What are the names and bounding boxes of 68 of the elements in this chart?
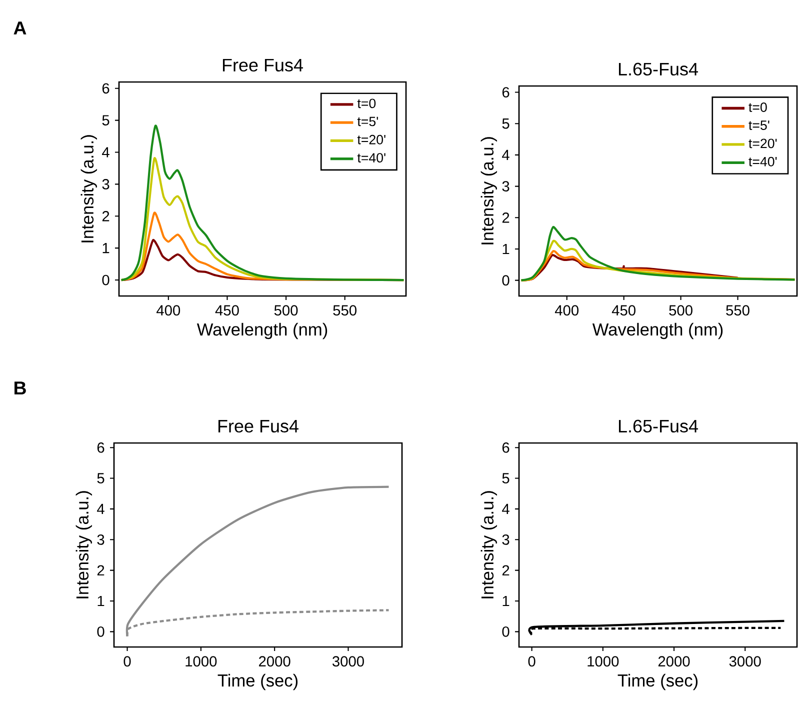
- legend-label: t=0: [357, 98, 376, 108]
- x-tick-label: 2000: [258, 656, 290, 667]
- y-tick-label: 2: [97, 565, 104, 576]
- legend-label: t=20': [357, 134, 386, 144]
- y-tick-label: 6: [102, 83, 110, 94]
- legend-label: t=5': [357, 116, 378, 126]
- y-tick-label: 0: [102, 274, 110, 286]
- x-axis-title: Wavelength (nm): [196, 322, 328, 340]
- y-tick-label: 5: [102, 115, 110, 126]
- x-tick-label: 450: [612, 305, 636, 316]
- x-tick-label: 3000: [332, 656, 364, 667]
- y-tick-label: 0: [502, 275, 510, 286]
- y-tick-label: 2: [502, 565, 510, 576]
- y-tick-label: 4: [97, 504, 104, 514]
- y-tick-label: 4: [102, 147, 110, 158]
- x-axis-title: Wavelength (nm): [592, 322, 723, 340]
- x-tick-label: 550: [726, 305, 750, 316]
- y-tick-label: 3: [97, 534, 104, 545]
- y-axis-title: Intensity (a.u.): [76, 491, 92, 598]
- y-tick-label: 2: [502, 212, 510, 223]
- legend-label: t=20': [748, 138, 777, 148]
- y-axis-title: Intensity (a.u.): [480, 491, 497, 598]
- x-tick-label: 500: [274, 305, 298, 316]
- chart-title: Free Fus4: [218, 420, 298, 432]
- x-axis-title: Time (sec): [218, 674, 298, 690]
- y-tick-label: 2: [102, 211, 110, 222]
- x-tick-label: 0: [124, 656, 131, 667]
- x-tick-label: 500: [669, 305, 692, 316]
- y-tick-label: 3: [502, 181, 510, 192]
- y-tick-label: 1: [98, 596, 104, 606]
- chart-title: Free Fus4: [222, 58, 303, 72]
- chart-title: L.65-Fus4: [618, 420, 698, 432]
- y-tick-label: 1: [102, 243, 110, 254]
- legend-label: t=40': [357, 153, 386, 163]
- x-tick-label: 3000: [729, 656, 761, 667]
- text: B: [14, 382, 26, 394]
- x-tick-label: 1000: [588, 656, 619, 667]
- y-tick-label: 5: [502, 118, 510, 129]
- y-tick-label: 3: [502, 534, 510, 545]
- chart-title: L.65-Fus4: [618, 62, 698, 76]
- y-tick-label: 6: [502, 87, 510, 98]
- y-tick-label: 4: [502, 150, 510, 160]
- x-tick-label: 450: [215, 305, 239, 316]
- text: A: [14, 22, 26, 34]
- y-tick-label: 5: [97, 473, 104, 484]
- line-series: [520, 226, 796, 282]
- y-tick-label: 6: [502, 442, 510, 453]
- x-tick-label: 550: [333, 305, 356, 316]
- x-tick-label: 1000: [186, 656, 217, 667]
- y-axis-title: Intensity (a.u.): [80, 135, 97, 242]
- x-tick-label: 0: [528, 656, 536, 667]
- x-axis-title: Time (sec): [618, 674, 698, 690]
- y-tick-label: 1: [502, 244, 510, 254]
- y-tick-label: 4: [502, 504, 510, 514]
- y-tick-label: 0: [502, 626, 510, 637]
- legend-label: t=0: [748, 102, 767, 112]
- y-tick-label: 6: [97, 442, 104, 453]
- line-series: [120, 124, 405, 282]
- legend-label: t=40': [748, 156, 777, 166]
- legend-label: t=5': [748, 120, 770, 130]
- y-tick-label: 3: [102, 179, 110, 190]
- y-tick-label: 5: [502, 473, 510, 484]
- x-tick-label: 400: [554, 305, 579, 316]
- y-axis-title: Intensity (a.u.): [480, 137, 497, 244]
- y-tick-label: 1: [502, 596, 510, 606]
- y-tick-label: 0: [97, 626, 104, 637]
- x-tick-label: 400: [156, 305, 180, 316]
- x-tick-label: 2000: [658, 656, 690, 667]
